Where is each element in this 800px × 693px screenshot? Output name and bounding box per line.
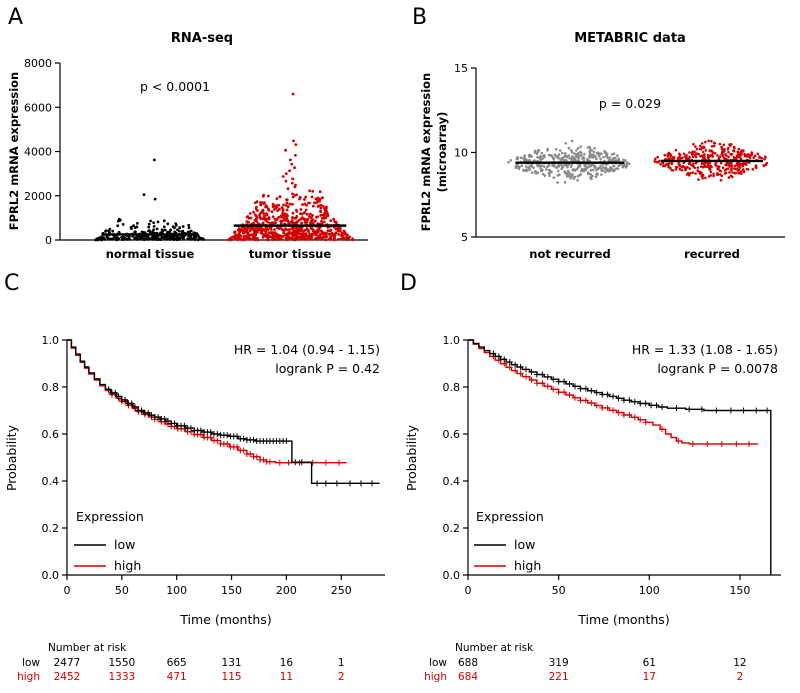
svg-text:50: 50 — [115, 584, 129, 597]
svg-text:319: 319 — [549, 657, 569, 669]
panel-a-pvalue: p < 0.0001 — [140, 79, 210, 94]
svg-text:221: 221 — [549, 671, 569, 683]
panel-c: C HR = 1.04 (0.94 - 1.15) logrank P = 0.… — [0, 268, 400, 693]
panel-c-legend-title: Expression — [76, 509, 144, 524]
panel-c-ylabel: Probability — [4, 424, 19, 491]
panel-a-title: RNA-seq — [171, 31, 233, 46]
panel-b-svg: B METABRIC data p = 0.029 FPRL2 mRNA exp… — [412, 5, 785, 261]
svg-text:150: 150 — [729, 584, 750, 597]
panel-a-letter: A — [8, 5, 23, 30]
svg-text:0.4: 0.4 — [42, 475, 60, 488]
svg-text:1.0: 1.0 — [42, 334, 60, 347]
panel-d-hr-text: HR = 1.33 (1.08 - 1.65) — [632, 342, 778, 357]
svg-text:16: 16 — [280, 657, 294, 669]
panel-a-category-tumor: tumor tissue — [249, 247, 332, 261]
panel-c-plot-canvas: 0.0 0.2 0.4 0.6 0.8 1.0 0 50 100 150 200 250 2477 155… — [42, 334, 385, 683]
svg-text:100: 100 — [639, 584, 660, 597]
panel-d-logrank-text: logrank P = 0.0078 — [657, 361, 778, 376]
svg-text:471: 471 — [167, 671, 187, 683]
svg-text:150: 150 — [221, 584, 242, 597]
svg-text:0.6: 0.6 — [443, 428, 461, 441]
svg-text:61: 61 — [643, 657, 656, 669]
svg-text:0: 0 — [45, 234, 52, 247]
svg-text:0.6: 0.6 — [42, 428, 60, 441]
panel-d-letter: D — [400, 271, 417, 296]
svg-text:2477: 2477 — [54, 657, 81, 669]
panel-d-svg: D HR = 1.33 (1.08 - 1.65) logrank P = 0.… — [400, 271, 781, 683]
svg-text:0.8: 0.8 — [42, 381, 60, 394]
panel-c-hr-text: HR = 1.04 (0.94 - 1.15) — [234, 342, 380, 357]
svg-text:11: 11 — [280, 671, 293, 683]
panel-d-risk-row-high-label: high — [424, 671, 447, 683]
panel-d: D HR = 1.33 (1.08 - 1.65) logrank P = 0.… — [400, 268, 800, 693]
panel-d-ylabel: Probability — [404, 424, 419, 491]
panel-d-plot-canvas: 0.0 0.2 0.4 0.6 0.8 1.0 0 50 100 150 688 319 61 12 684… — [443, 334, 781, 683]
svg-text:100: 100 — [166, 584, 187, 597]
panel-c-letter: C — [4, 271, 19, 296]
panel-c-xlabel: Time (months) — [179, 612, 271, 627]
svg-text:1: 1 — [338, 657, 345, 669]
svg-text:1550: 1550 — [108, 657, 135, 669]
svg-text:0.0: 0.0 — [42, 569, 60, 582]
svg-text:684: 684 — [458, 671, 478, 683]
panel-a-category-normal: normal tissue — [106, 247, 195, 261]
panel-d-risk-header: Number at risk — [455, 642, 534, 654]
svg-text:0: 0 — [64, 584, 71, 597]
panel-b-category-recurred: recurred — [684, 247, 740, 261]
panel-b-pvalue: p = 0.029 — [599, 96, 661, 111]
svg-text:250: 250 — [331, 584, 352, 597]
svg-text:0.8: 0.8 — [443, 381, 461, 394]
panel-d-risk-row-low-label: low — [429, 657, 447, 669]
panel-b-category-notrecurred: not recurred — [529, 247, 610, 261]
panel-c-risk-row-low-label: low — [22, 657, 40, 669]
panel-b-letter: B — [412, 5, 427, 30]
svg-text:1.0: 1.0 — [443, 334, 461, 347]
svg-text:10: 10 — [454, 147, 468, 160]
panel-b-plot-canvas: 5 10 15 — [454, 62, 785, 244]
svg-text:2: 2 — [737, 671, 744, 683]
panel-a-plot-canvas: 0 2000 4000 6000 8000 — [24, 57, 368, 247]
svg-text:8000: 8000 — [24, 57, 52, 70]
panel-a-svg: A RNA-seq p < 0.0001 FPRL2 mRNA expressi… — [7, 5, 368, 261]
panel-c-logrank-text: logrank P = 0.42 — [275, 361, 380, 376]
panel-d-legend-low-label: low — [514, 537, 535, 552]
panel-b-ylabel-line2: (microarray) — [435, 112, 449, 193]
svg-text:15: 15 — [454, 62, 468, 75]
panel-d-legend-high-label: high — [514, 558, 541, 573]
svg-text:17: 17 — [643, 671, 656, 683]
svg-text:2000: 2000 — [24, 190, 52, 203]
panel-a-ylabel: FPRL2 mRNA expression — [7, 72, 21, 230]
svg-text:688: 688 — [458, 657, 478, 669]
panel-b-title: METABRIC data — [574, 31, 686, 46]
svg-text:2: 2 — [338, 671, 345, 683]
svg-text:0: 0 — [465, 584, 472, 597]
svg-text:6000: 6000 — [24, 101, 52, 114]
panel-c-risk-header: Number at risk — [48, 642, 127, 654]
panel-c-legend-low-label: low — [114, 537, 135, 552]
svg-text:0.4: 0.4 — [443, 475, 461, 488]
svg-text:12: 12 — [733, 657, 746, 669]
panel-b: B METABRIC data p = 0.029 FPRL2 mRNA exp… — [400, 0, 800, 266]
svg-text:50: 50 — [552, 584, 566, 597]
svg-text:131: 131 — [222, 657, 242, 669]
panel-d-xlabel: Time (months) — [577, 612, 669, 627]
panel-b-ylabel-line1: FPRL2 mRNA expression — [419, 73, 433, 231]
svg-text:0.2: 0.2 — [42, 522, 60, 535]
svg-text:0.0: 0.0 — [443, 569, 461, 582]
panel-c-svg: C HR = 1.04 (0.94 - 1.15) logrank P = 0.… — [4, 271, 385, 683]
svg-text:665: 665 — [167, 657, 187, 669]
panel-c-legend-high-label: high — [114, 558, 141, 573]
svg-text:1333: 1333 — [108, 671, 135, 683]
panel-d-legend-title: Expression — [476, 509, 544, 524]
svg-text:0.2: 0.2 — [443, 522, 461, 535]
panel-c-risk-row-high-label: high — [17, 671, 40, 683]
panel-a: A RNA-seq p < 0.0001 FPRL2 mRNA expressi… — [0, 0, 400, 266]
svg-text:5: 5 — [461, 231, 468, 244]
svg-text:200: 200 — [276, 584, 297, 597]
svg-text:4000: 4000 — [24, 146, 52, 159]
svg-text:115: 115 — [222, 671, 242, 683]
svg-text:2452: 2452 — [54, 671, 81, 683]
